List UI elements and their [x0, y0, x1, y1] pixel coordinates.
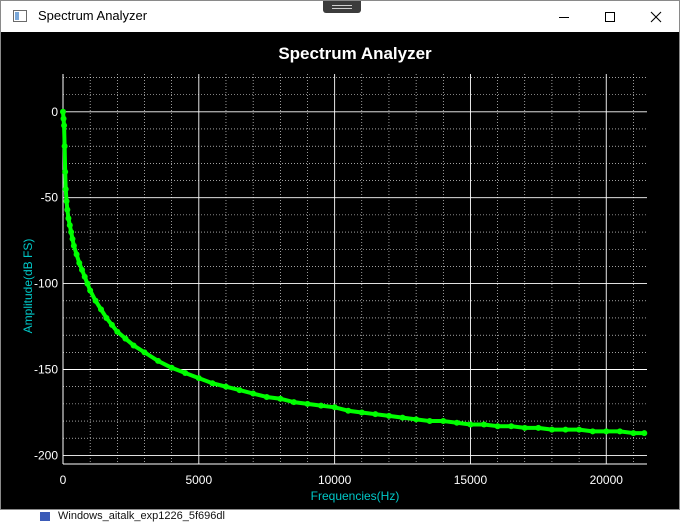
data-point: [209, 380, 216, 387]
data-point: [521, 424, 528, 431]
spectrum-analyzer-window: Spectrum Analyzer Spectrum Analyzer 0 500…: [0, 0, 680, 510]
data-point: [263, 393, 270, 400]
data-point: [250, 390, 257, 397]
tick-labels: 0 5000 10000 15000 20000 0 -50 -100 -150 -200: [34, 105, 623, 487]
data-point: [65, 215, 72, 222]
data-point: [60, 108, 66, 115]
spectrum-chart-svg: Spectrum Analyzer 0 5000 10000 15000 200000-…: [21, 44, 648, 503]
data-point: [494, 423, 501, 430]
data-point: [61, 122, 68, 129]
x-tick-label: 15000: [454, 473, 488, 487]
data-point: [290, 399, 297, 406]
taskbar-app-icon: [40, 512, 50, 521]
data-point: [73, 251, 80, 258]
data-point: [87, 287, 94, 294]
close-icon: [650, 11, 662, 22]
data-point: [562, 426, 569, 433]
data-point: [92, 297, 99, 304]
data-point: [69, 235, 76, 242]
data-point: [508, 423, 515, 430]
x-tick-label: 10000: [318, 473, 352, 487]
data-point: [548, 426, 555, 433]
data-point: [318, 402, 325, 409]
data-point: [453, 419, 460, 426]
data-point: [426, 418, 433, 425]
data-point: [182, 369, 189, 376]
data-point: [372, 411, 379, 418]
window-title: Spectrum Analyzer: [38, 8, 148, 23]
title-bar[interactable]: Spectrum Analyzer: [1, 1, 679, 32]
data-point: [576, 426, 583, 433]
data-point: [413, 416, 420, 423]
y-tick-label: -100: [34, 277, 58, 291]
data-point: [61, 143, 68, 150]
taskbar-item-label: Windows_aitalk_exp1226_5f696dl: [58, 510, 225, 522]
data-point: [68, 229, 75, 236]
maximize-icon: [605, 11, 615, 22]
data-point: [589, 428, 596, 435]
data-point: [70, 242, 77, 249]
data-point: [103, 314, 110, 321]
close-button[interactable]: [633, 1, 679, 32]
data-point: [616, 428, 623, 435]
y-tick-label: -200: [34, 448, 58, 462]
data-point: [98, 306, 105, 313]
x-tick-label: 5000: [185, 473, 212, 487]
data-point: [79, 266, 86, 273]
data-point: [603, 428, 610, 435]
y-tick-label: 0: [51, 105, 58, 119]
x-tick-label: 20000: [590, 473, 624, 487]
data-point: [236, 387, 243, 394]
data-point: [114, 328, 121, 335]
maximize-button[interactable]: [587, 1, 633, 32]
chart-title: Spectrum Analyzer: [278, 44, 432, 63]
data-point: [358, 409, 365, 416]
snap-grip-handle[interactable]: [323, 1, 361, 13]
data-point: [84, 280, 91, 287]
data-point: [130, 342, 137, 349]
y-tick-label: -50: [41, 191, 59, 205]
y-tick-label: -150: [34, 363, 58, 377]
spectrum-chart: Spectrum Analyzer 0 5000 10000 15000 20000 0-…: [1, 32, 679, 509]
data-point: [108, 321, 115, 328]
data-point: [535, 424, 542, 431]
minimize-icon: [559, 16, 569, 18]
minimize-button[interactable]: [541, 1, 587, 32]
data-point: [168, 364, 175, 371]
app-window-icon: [13, 10, 27, 22]
data-point: [345, 407, 352, 414]
data-point: [440, 418, 447, 425]
x-axis-label: Frequencies(Hz): [311, 489, 400, 503]
data-point: [60, 115, 67, 122]
data-point: [195, 375, 202, 382]
data-point: [467, 421, 474, 428]
data-point: [81, 273, 88, 280]
data-point: [399, 414, 406, 421]
x-tick-label: 0: [60, 473, 67, 487]
series-layer: [60, 108, 648, 437]
y-axis-label: Amplitude(dB FS): [21, 239, 35, 334]
data-point: [64, 206, 71, 213]
data-point: [155, 357, 162, 364]
data-point: [304, 400, 311, 407]
data-point: [641, 430, 648, 437]
data-point: [76, 259, 83, 266]
data-point: [222, 383, 229, 390]
data-point: [62, 168, 69, 175]
data-point: [62, 186, 69, 193]
data-point: [122, 335, 129, 342]
data-point: [331, 404, 338, 411]
data-point: [141, 349, 148, 356]
taskbar-strip: [0, 510, 682, 522]
data-point: [385, 412, 392, 419]
data-point: [63, 198, 70, 205]
taskbar-item[interactable]: Windows_aitalk_exp1226_5f696dl: [40, 510, 225, 522]
data-point: [630, 430, 637, 437]
data-point: [481, 421, 488, 428]
series-line: [61, 111, 645, 436]
grid: [62, 74, 647, 465]
data-point: [277, 395, 284, 402]
data-point: [66, 222, 73, 229]
